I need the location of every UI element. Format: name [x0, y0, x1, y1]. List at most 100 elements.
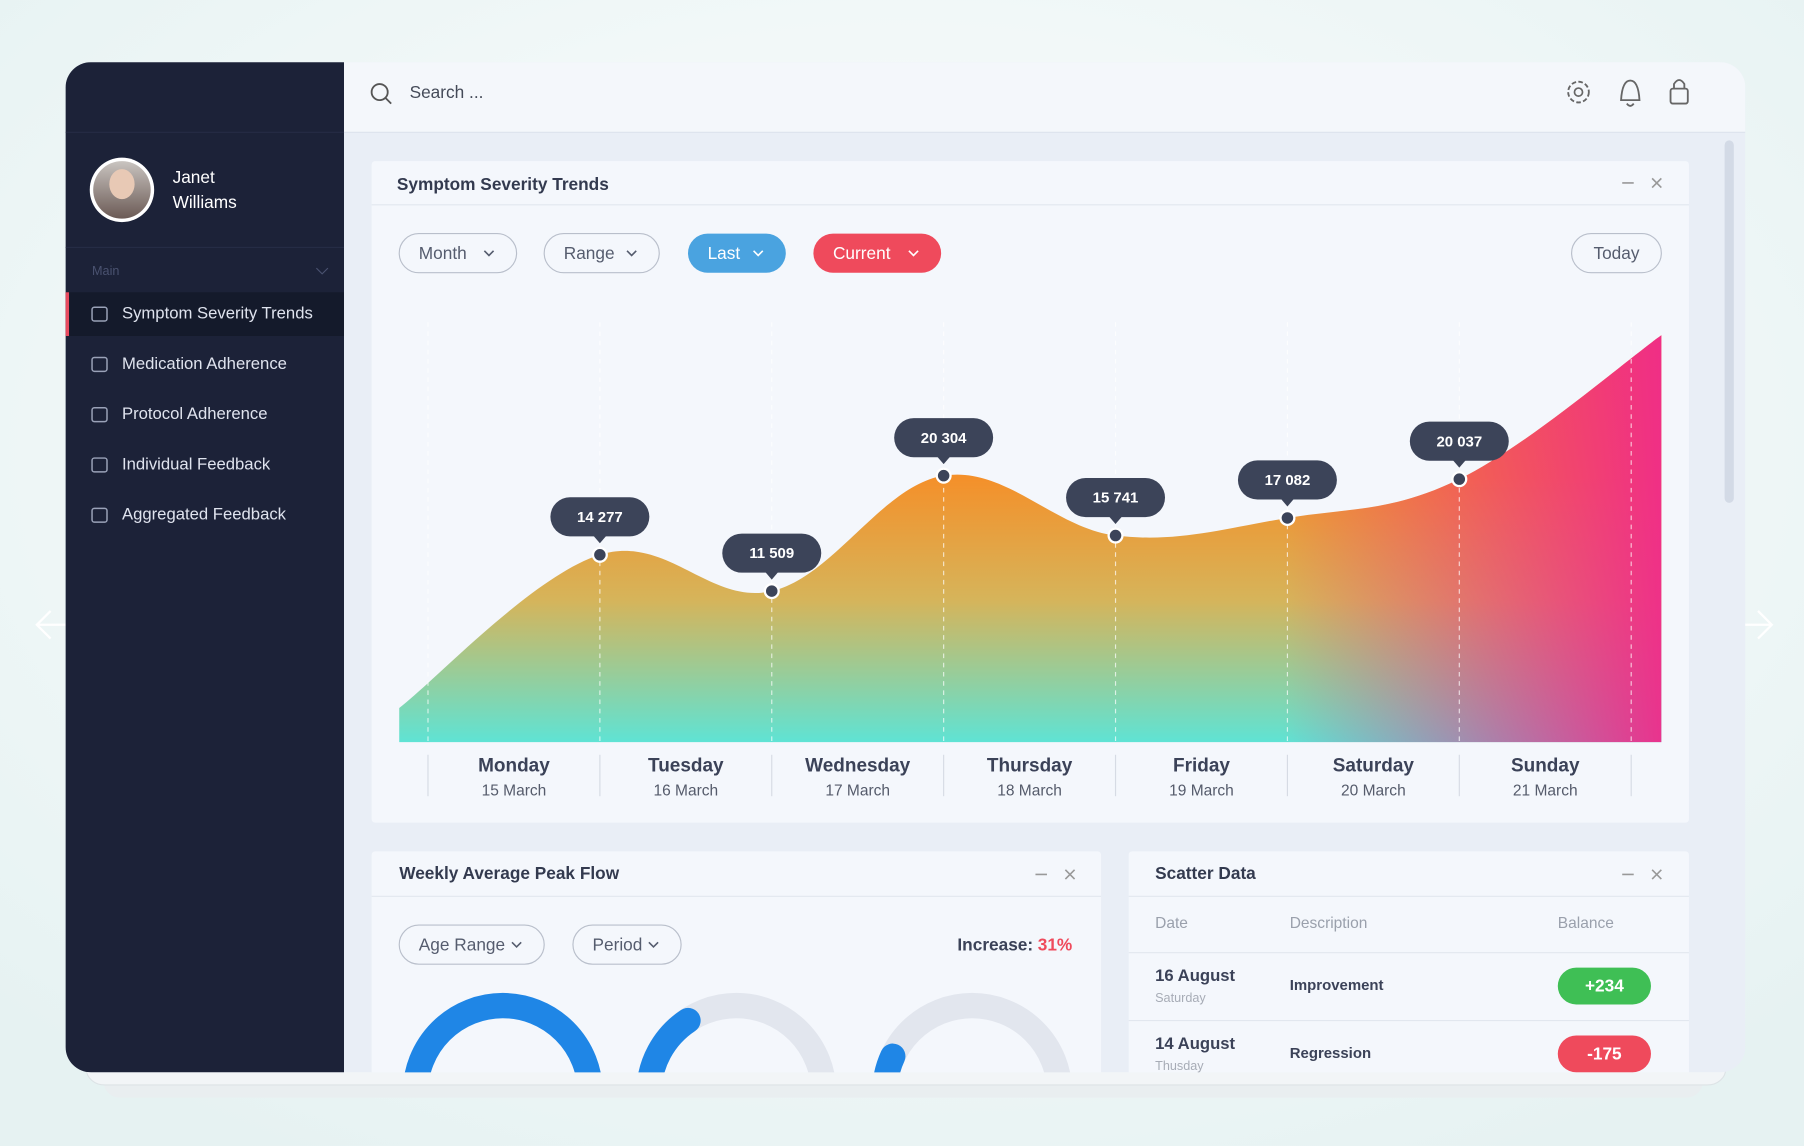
row-weekday: Thusday	[1155, 1059, 1204, 1073]
chevron	[908, 250, 919, 257]
filter-pill[interactable]	[572, 924, 682, 965]
settings-icon	[1573, 87, 1584, 97]
panel-title: Symptom Severity Trends	[397, 174, 609, 194]
tooltip	[1066, 478, 1166, 518]
increase-value: 31%	[1038, 934, 1073, 954]
data-point[interactable]	[763, 583, 780, 600]
row-description: Regression	[1290, 1045, 1371, 1062]
data-point[interactable]	[1107, 527, 1124, 544]
card: Janet Williams Main Symptom Severity Tre…	[65, 62, 1746, 1073]
scatter-panel	[1128, 851, 1689, 1073]
user-first-name: Janet	[173, 167, 215, 187]
panel-controls[interactable]	[1035, 869, 1076, 880]
filter-pill[interactable]	[398, 924, 545, 965]
panel-title: Weekly Average Peak Flow	[399, 863, 619, 883]
area-chart: Monday 15 March Tuesday 16 March Wednesday 17…	[399, 322, 1662, 800]
lock-icon[interactable]	[1669, 87, 1689, 105]
tooltip	[894, 418, 994, 458]
tooltip	[1409, 421, 1509, 461]
avatar-face	[109, 169, 135, 200]
data-point[interactable]	[591, 546, 608, 563]
day-label: Wednesday	[805, 755, 911, 776]
tooltip-label: 20 304	[921, 430, 967, 447]
menu-item[interactable]: Individual Feedback	[122, 454, 271, 473]
data-point[interactable]	[1279, 509, 1296, 527]
bell-icon[interactable]	[1620, 79, 1641, 107]
lock-icon	[1673, 79, 1686, 89]
tooltip-tail	[1108, 515, 1123, 525]
data-point[interactable]	[1451, 471, 1468, 488]
tooltip	[550, 497, 650, 537]
date-label: 17 March	[825, 783, 890, 800]
menu-icon	[91, 457, 108, 473]
column-header: Balance	[1558, 915, 1614, 932]
column-header: Date	[1155, 915, 1188, 932]
menu-icon	[91, 507, 108, 523]
menu-item[interactable]: Aggregated Feedback	[122, 505, 287, 524]
day-label: Sunday	[1511, 755, 1580, 776]
row-date: 14 August	[1155, 1034, 1235, 1053]
peak-flow-panel	[371, 851, 1102, 1073]
topbar	[344, 62, 1746, 133]
menu-item[interactable]: Symptom Severity Trends	[122, 304, 313, 323]
menu-icon	[91, 356, 108, 373]
settings-icon[interactable]	[1567, 80, 1590, 104]
date-label: 20 March	[1341, 783, 1406, 800]
filter-label: Period	[593, 934, 643, 954]
menu-icon	[91, 306, 108, 322]
date-label: 21 March	[1513, 783, 1578, 800]
today-label: Today	[1593, 243, 1639, 263]
tooltip-tail	[936, 456, 951, 465]
date-label: 15 March	[482, 783, 547, 800]
menu-item[interactable]: Protocol Adherence	[122, 404, 268, 423]
balance-value: -175	[1587, 1044, 1622, 1064]
day-label: Thursday	[987, 755, 1073, 776]
panel-title: Scatter Data	[1155, 863, 1256, 883]
day-label: Saturday	[1333, 755, 1415, 776]
filter-label: Month	[419, 243, 467, 263]
sidebar	[65, 62, 345, 1073]
chevron	[315, 267, 329, 275]
gauge-fill	[636, 1007, 701, 1073]
table: Date Description Balance 16 August Saturday I…	[1128, 915, 1689, 1073]
panel-controls[interactable]	[1622, 869, 1662, 880]
tooltip-label: 11 509	[749, 545, 794, 562]
search-input[interactable]: Search ...	[410, 82, 484, 102]
sidebar-menu: Symptom Severity Trends Medication Adhere…	[91, 304, 313, 524]
active-indicator	[65, 292, 70, 336]
gauge	[872, 992, 1073, 1073]
section-label: Main	[92, 264, 119, 278]
filter-pill[interactable]	[398, 233, 518, 274]
row-description: Improvement	[1290, 977, 1384, 994]
chevron	[648, 941, 659, 949]
tooltip-label: 17 082	[1265, 472, 1311, 489]
tooltip-tail	[764, 571, 779, 580]
filters: Age Range Period	[398, 924, 682, 965]
tooltip	[1237, 460, 1337, 500]
tooltip	[722, 533, 822, 573]
filter-pill[interactable]	[543, 233, 660, 274]
chevron	[483, 250, 495, 257]
tooltip-tail	[592, 535, 607, 544]
balance-pill	[1557, 967, 1651, 1005]
tooltip-label: 15 741	[1093, 490, 1139, 507]
row-weekday: Saturday	[1155, 991, 1206, 1005]
filter-pill[interactable]	[813, 233, 942, 273]
tooltip-tail	[1280, 498, 1295, 507]
filter-pill[interactable]	[688, 233, 786, 273]
data-point[interactable]	[935, 467, 952, 484]
scrollbar[interactable]	[1724, 140, 1734, 503]
column-header: Description	[1290, 915, 1368, 932]
increase-label: Increase:	[957, 934, 1033, 954]
menu-item[interactable]: Medication Adherence	[122, 354, 287, 373]
filter-label: Last	[708, 243, 741, 263]
filter-label: Range	[564, 243, 615, 263]
filter-label: Current	[833, 243, 891, 263]
date-label: 19 March	[1169, 783, 1234, 800]
today-button[interactable]	[1571, 233, 1662, 274]
tooltip-tail	[1452, 459, 1467, 468]
balance-value: +234	[1585, 976, 1624, 996]
panel-controls[interactable]	[1622, 177, 1662, 189]
chevron	[511, 941, 522, 949]
